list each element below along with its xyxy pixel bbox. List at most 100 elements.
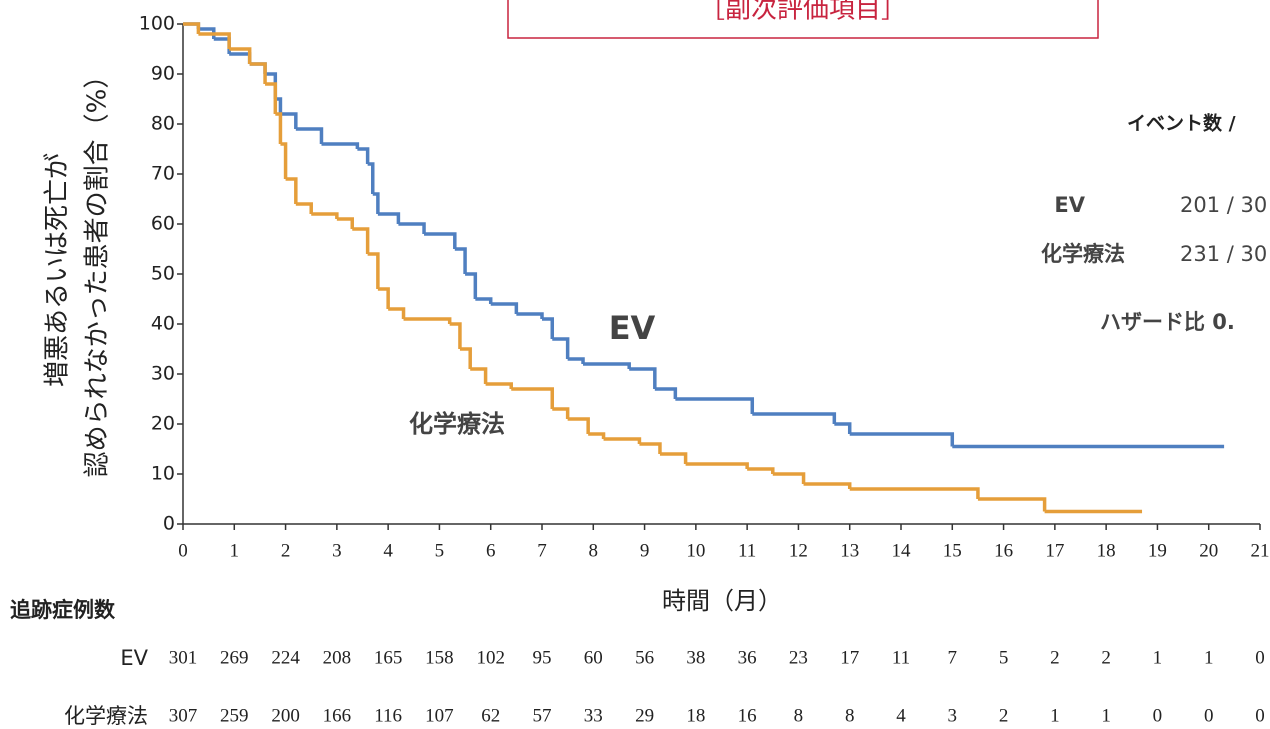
km-step [183, 22, 201, 34]
risk-value: 2 [1101, 647, 1111, 668]
km-step [249, 62, 267, 84]
km-step [295, 127, 324, 144]
risk-value: 200 [271, 705, 300, 726]
x-tick-label: 3 [332, 540, 342, 561]
km-step [485, 382, 513, 389]
km-step [454, 247, 467, 274]
km-step [849, 432, 955, 447]
km-step [398, 222, 426, 234]
risk-value: 33 [584, 705, 603, 726]
km-step [685, 462, 749, 469]
x-tick-label: 12 [789, 540, 808, 561]
risk-value: 56 [635, 647, 654, 668]
risk-value: 16 [738, 705, 757, 726]
legend-label: 化学療法 [1041, 242, 1125, 266]
x-tick-label: 4 [383, 540, 393, 561]
y-tick-label: 50 [151, 263, 175, 285]
x-tick-label: 16 [994, 540, 1013, 561]
risk-value: 0 [1153, 705, 1163, 726]
x-tick-label: 9 [640, 540, 650, 561]
legend-label: EV [1054, 193, 1085, 217]
risk-value: 116 [374, 705, 402, 726]
km-step [588, 432, 606, 439]
risk-value: 165 [374, 647, 403, 668]
km-step [747, 467, 775, 474]
km-step [603, 437, 642, 444]
x-tick-label: 13 [840, 540, 859, 561]
risk-value: 301 [169, 647, 198, 668]
km-step [772, 472, 806, 484]
km-step [357, 147, 370, 164]
km-step [403, 317, 452, 324]
km-step [465, 272, 478, 299]
km-step [295, 202, 313, 214]
km-step [213, 37, 231, 54]
risk-value: 8 [845, 705, 855, 726]
km-step [285, 177, 298, 204]
km-step [424, 232, 457, 249]
km-step [280, 142, 288, 179]
risk-value: 269 [220, 647, 249, 668]
risk-value: 307 [169, 705, 198, 726]
risk-value: 1 [1204, 647, 1214, 668]
risk-value: 2 [1050, 647, 1060, 668]
km-step [675, 397, 755, 414]
annotation: 化学療法 [409, 410, 505, 438]
km-step [583, 362, 631, 369]
risk-row-label: 化学療法 [64, 704, 148, 728]
risk-value: 29 [635, 705, 654, 726]
risk-value: 18 [686, 705, 705, 726]
risk-value: 1 [1050, 705, 1060, 726]
km-step [752, 412, 837, 424]
x-tick-label: 1 [230, 540, 240, 561]
km-step [639, 442, 662, 454]
km-step [352, 227, 370, 254]
km-step [659, 452, 688, 464]
km-step [280, 112, 298, 129]
km-step [367, 252, 380, 289]
km-step [449, 322, 462, 349]
y-tick-label: 100 [139, 13, 175, 35]
x-tick-label: 18 [1097, 540, 1116, 561]
km-step [511, 387, 555, 409]
risk-value: 60 [584, 647, 603, 668]
y-tick-label: 20 [151, 413, 175, 435]
legend-value: 201 / 30 [1180, 193, 1267, 217]
km-step [849, 487, 980, 499]
risk-value: 0 [1204, 705, 1214, 726]
x-tick-label: 0 [178, 540, 188, 561]
km-step [459, 347, 472, 369]
risk-value: 1 [1153, 647, 1163, 668]
risk-value: 2 [999, 705, 1009, 726]
risk-value: 5 [999, 647, 1009, 668]
km-step [229, 47, 252, 64]
x-tick-label: 15 [943, 540, 962, 561]
km-step [542, 317, 555, 339]
risk-value: 0 [1255, 705, 1265, 726]
x-tick-label: 19 [1148, 540, 1167, 561]
risk-value: 36 [738, 647, 757, 668]
risk-value: 0 [1255, 647, 1265, 668]
y-tick-label: 70 [151, 163, 175, 185]
x-tick-label: 21 [1251, 540, 1270, 561]
risk-value: 4 [896, 705, 906, 726]
km-step [198, 32, 231, 49]
x-tick-label: 8 [589, 540, 599, 561]
y-tick-label: 10 [151, 463, 175, 485]
risk-value: 62 [481, 705, 500, 726]
risk-value: 11 [892, 647, 910, 668]
risk-value: 38 [686, 647, 705, 668]
x-tick-label: 2 [281, 540, 291, 561]
risk-value: 95 [533, 647, 552, 668]
km-step [629, 367, 657, 389]
km-step [803, 482, 852, 489]
hazard-ratio: ハザード比 0. [1100, 310, 1235, 334]
x-tick-label: 17 [1045, 540, 1064, 561]
km-step [516, 312, 544, 319]
x-tick-label: 7 [537, 540, 547, 561]
y-tick-label: 90 [151, 63, 175, 85]
risk-value: 102 [476, 647, 505, 668]
chart-title: ［副次評価項目］ [699, 0, 907, 25]
risk-value: 23 [789, 647, 808, 668]
